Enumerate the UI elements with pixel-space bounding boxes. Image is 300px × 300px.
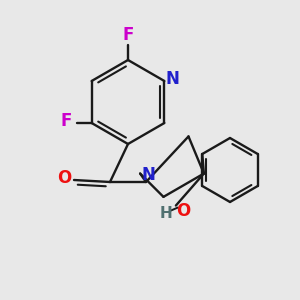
Text: H: H <box>160 206 172 221</box>
Text: F: F <box>61 112 72 130</box>
Text: N: N <box>165 70 179 88</box>
Text: F: F <box>122 26 134 44</box>
Text: O: O <box>57 169 71 187</box>
Text: N: N <box>141 166 155 184</box>
Text: O: O <box>176 202 190 220</box>
